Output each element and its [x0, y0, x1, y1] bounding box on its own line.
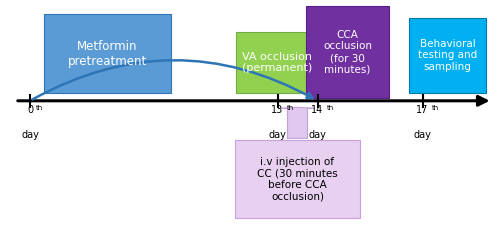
FancyBboxPatch shape	[409, 18, 486, 93]
Text: day: day	[308, 130, 326, 140]
FancyBboxPatch shape	[44, 14, 171, 93]
Text: i.v injection of
CC (30 minutes
before CCA
occlusion): i.v injection of CC (30 minutes before C…	[257, 156, 338, 201]
Text: th: th	[326, 105, 334, 111]
Text: 0: 0	[27, 105, 33, 115]
Text: Behavioral
testing and
sampling: Behavioral testing and sampling	[418, 39, 477, 72]
Text: th: th	[36, 105, 43, 111]
Text: CCA
occlusion
(for 30
minutes): CCA occlusion (for 30 minutes)	[323, 30, 372, 75]
Text: 13: 13	[272, 105, 283, 115]
Text: th: th	[286, 105, 294, 111]
FancyBboxPatch shape	[306, 6, 389, 98]
Text: 14: 14	[312, 105, 324, 115]
Text: 17: 17	[416, 105, 428, 115]
Text: VA occlusion
(permanent): VA occlusion (permanent)	[242, 52, 312, 73]
Text: day: day	[268, 130, 286, 140]
FancyBboxPatch shape	[235, 140, 360, 218]
FancyArrowPatch shape	[32, 60, 312, 100]
Text: th: th	[432, 105, 439, 111]
Text: day: day	[414, 130, 432, 140]
Text: day: day	[21, 130, 39, 140]
FancyBboxPatch shape	[236, 32, 319, 93]
Text: Metformin
pretreatment: Metformin pretreatment	[68, 40, 147, 68]
